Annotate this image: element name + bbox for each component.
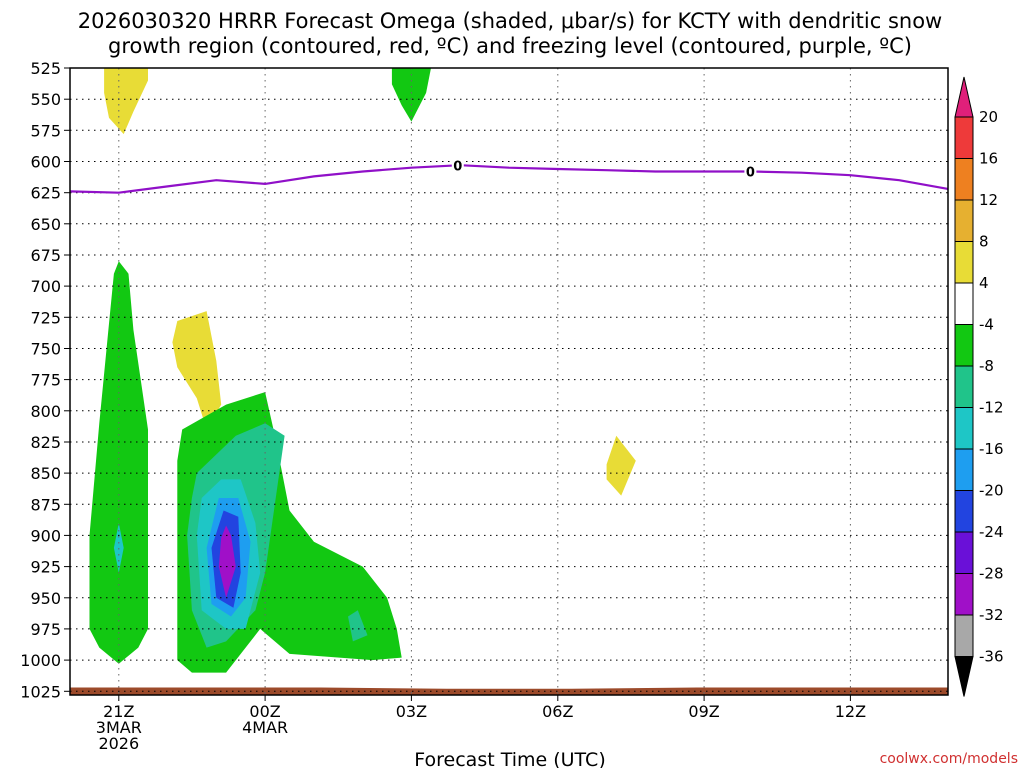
x-tick-label: 4MAR xyxy=(242,718,288,737)
colorbar-label: -8 xyxy=(979,357,994,375)
colorbar-bin xyxy=(954,116,974,159)
y-tick-label: 875 xyxy=(30,495,61,514)
colorbar-bin xyxy=(954,490,974,533)
y-tick-label: 975 xyxy=(30,620,61,639)
y-tick-label: 550 xyxy=(30,90,61,109)
x-tick-label: 3MAR xyxy=(96,718,142,737)
freezing-level-label: 0 xyxy=(746,166,755,181)
y-tick-label: 1025 xyxy=(20,682,61,701)
x-tick-label: 09Z xyxy=(688,702,719,721)
x-tick-label: 2026 xyxy=(98,734,139,753)
colorbar-bin xyxy=(954,199,974,242)
colorbar-label: 16 xyxy=(979,150,998,168)
y-tick-label: 525 xyxy=(30,59,61,78)
y-tick-label: 700 xyxy=(30,277,61,296)
omega-region-upper-negative-03z xyxy=(391,68,431,122)
colorbar-bin xyxy=(954,324,974,367)
y-axis: 525 550 575 600 625 650 675 700 725 750 775 800 825 8… xyxy=(20,59,70,701)
y-tick-label: 1000 xyxy=(20,651,61,670)
x-tick-label: 03Z xyxy=(396,702,427,721)
y-tick-label: 650 xyxy=(30,215,61,234)
plot-frame xyxy=(69,67,949,696)
y-tick-label: 825 xyxy=(30,433,61,452)
x-tick-label: 12Z xyxy=(835,702,866,721)
credit-text: coolwx.com/models xyxy=(880,751,1018,767)
colorbar-label: -4 xyxy=(979,316,994,334)
colorbar-bin xyxy=(954,614,974,657)
colorbar-bin xyxy=(954,365,974,408)
y-tick-label: 575 xyxy=(30,121,61,140)
omega-region-upper-positive-21z xyxy=(104,68,148,135)
colorbar-over-arrow xyxy=(954,76,974,118)
colorbar-under-arrow xyxy=(954,656,974,697)
chart-title-line2: growth region (contoured, red, ºC) and f… xyxy=(108,34,912,58)
colorbar-label: -24 xyxy=(979,523,1004,541)
colorbar-label: -12 xyxy=(979,399,1004,417)
y-tick-label: 900 xyxy=(30,526,61,545)
y-tick-label: 600 xyxy=(30,153,61,172)
colorbar-label: 4 xyxy=(979,274,989,292)
x-tick-label: 21Z xyxy=(103,702,134,721)
x-tick-label: 06Z xyxy=(542,702,573,721)
y-tick-label: 775 xyxy=(30,371,61,390)
colorbar-bin xyxy=(954,241,974,284)
freezing-level-label: 0 xyxy=(453,159,462,174)
freezing-level-label-bg xyxy=(744,163,757,180)
colorbar: 20 16 12 8 4 -4 -8 -12 -16 -20 -24 -28 -32 -36 xyxy=(954,76,1004,697)
omega-region-lowlevel-mod-negative-02z xyxy=(348,610,368,642)
colorbar-label: 8 xyxy=(979,233,989,251)
colorbar-label: -20 xyxy=(979,482,1004,500)
colorbar-bin xyxy=(954,531,974,574)
y-tick-label: 950 xyxy=(30,589,61,608)
colorbar-bin xyxy=(954,158,974,201)
colorbar-label: -16 xyxy=(979,440,1004,458)
omega-region-midlevel-positive-0130z xyxy=(172,311,222,430)
colorbar-bin xyxy=(954,573,974,616)
y-tick-label: 750 xyxy=(30,340,61,359)
y-tick-label: 800 xyxy=(30,402,61,421)
colorbar-bin xyxy=(954,407,974,450)
colorbar-label: -32 xyxy=(979,606,1004,624)
colorbar-label: -28 xyxy=(979,565,1004,583)
omega-region-midlevel-positive-0715z xyxy=(606,435,636,496)
y-tick-label: 725 xyxy=(30,308,61,327)
omega-region-lowlevel-purple-2330z xyxy=(218,525,236,598)
colorbar-label: -36 xyxy=(979,648,1004,666)
freezing-level-label-bg xyxy=(451,157,464,174)
colorbar-label: 20 xyxy=(979,108,998,126)
y-tick-label: 675 xyxy=(30,246,61,265)
y-tick-label: 850 xyxy=(30,464,61,483)
y-tick-label: 925 xyxy=(30,558,61,577)
colorbar-bin xyxy=(954,282,974,325)
omega-region-lowlevel-negative-21z xyxy=(89,261,148,664)
colorbar-bin xyxy=(954,448,974,491)
omega-region-lowlevel-mod-negative-21z xyxy=(113,523,124,573)
x-tick-label: 00Z xyxy=(249,702,280,721)
freezing-level-contour xyxy=(69,164,949,194)
y-tick-label: 625 xyxy=(30,184,61,203)
chart-title-line1: 2026030320 HRRR Forecast Omega (shaded, … xyxy=(78,9,942,33)
colorbar-label: 12 xyxy=(979,191,998,209)
x-axis-label: Forecast Time (UTC) xyxy=(414,749,605,768)
